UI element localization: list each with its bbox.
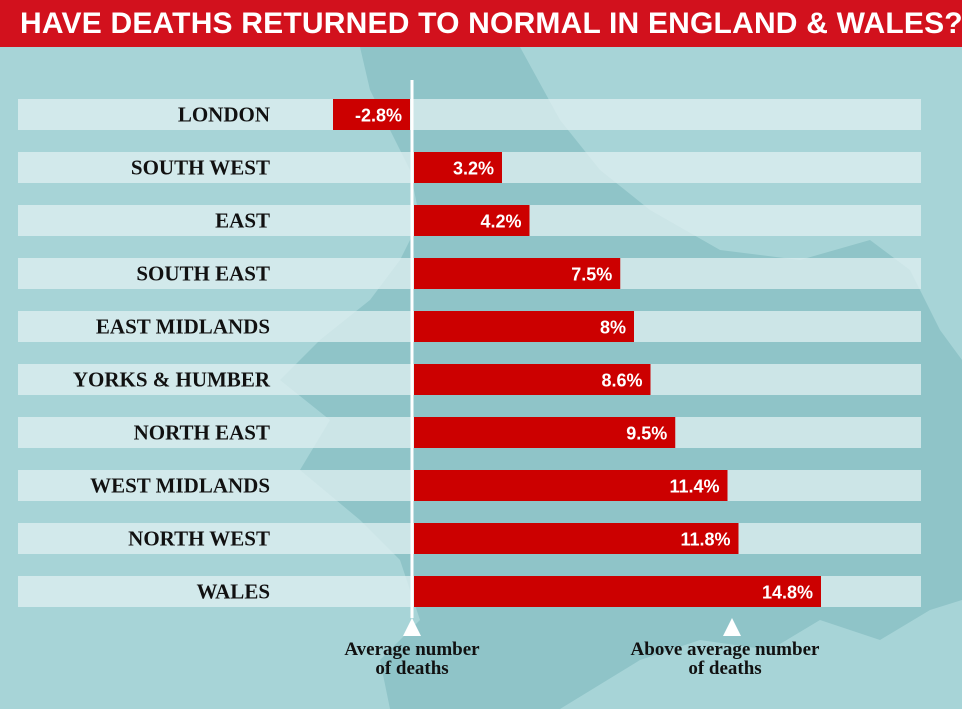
category-label-south-east: SOUTH EAST [136, 262, 270, 286]
bar-wales [414, 576, 821, 607]
average-deaths-label: Average number of deaths [344, 639, 480, 679]
category-label-yorks-and-humber: YORKS & HUMBER [73, 368, 271, 392]
category-label-west-midlands: WEST MIDLANDS [90, 474, 270, 498]
category-label-north-west: NORTH WEST [128, 527, 270, 551]
value-label-south-east: 7.5% [571, 265, 612, 285]
page-title: HAVE DEATHS RETURNED TO NORMAL IN ENGLAN… [0, 0, 962, 47]
bar-north-east [414, 417, 676, 448]
category-label-east: EAST [215, 209, 270, 233]
bar-west-midlands [414, 470, 728, 501]
value-labels: -2.8% 3.2% 4.2% 7.5% 8% 8.6% 9.5% 11.4% 11.8% 14.… [355, 106, 813, 603]
value-label-north-east: 9.5% [626, 424, 667, 444]
value-label-south-west: 3.2% [453, 159, 494, 179]
value-label-yorks-and-humber: 8.6% [601, 371, 642, 391]
category-label-south-west: SOUTH WEST [131, 156, 270, 180]
category-label-wales: WALES [196, 580, 270, 604]
value-label-east: 4.2% [480, 212, 521, 232]
category-label-east-midlands: EAST MIDLANDS [96, 315, 270, 339]
bar-london [333, 99, 410, 130]
category-label-north-east: NORTH EAST [134, 421, 270, 445]
bar-south-east [414, 258, 621, 289]
above-average-marker-triangle [723, 618, 741, 636]
average-marker-triangle [403, 618, 421, 636]
value-label-wales: 14.8% [762, 583, 813, 603]
value-label-london: -2.8% [355, 106, 402, 126]
value-label-north-west: 11.8% [680, 530, 730, 550]
above-average-deaths-label: Above average number of deaths [630, 639, 820, 679]
bars [333, 99, 821, 607]
value-label-west-midlands: 11.4% [669, 477, 719, 497]
bar-south-west [414, 152, 502, 183]
row-band-london [18, 99, 921, 130]
bar-north-west [414, 523, 739, 554]
bar-yorks-and-humber [414, 364, 651, 395]
category-label-london: LONDON [178, 103, 270, 127]
bar-east [414, 205, 530, 236]
bar-east-midlands [414, 311, 634, 342]
category-labels: LONDON SOUTH WEST EAST SOUTH EAST EAST MIDLA… [73, 103, 271, 604]
value-label-east-midlands: 8% [600, 318, 626, 338]
